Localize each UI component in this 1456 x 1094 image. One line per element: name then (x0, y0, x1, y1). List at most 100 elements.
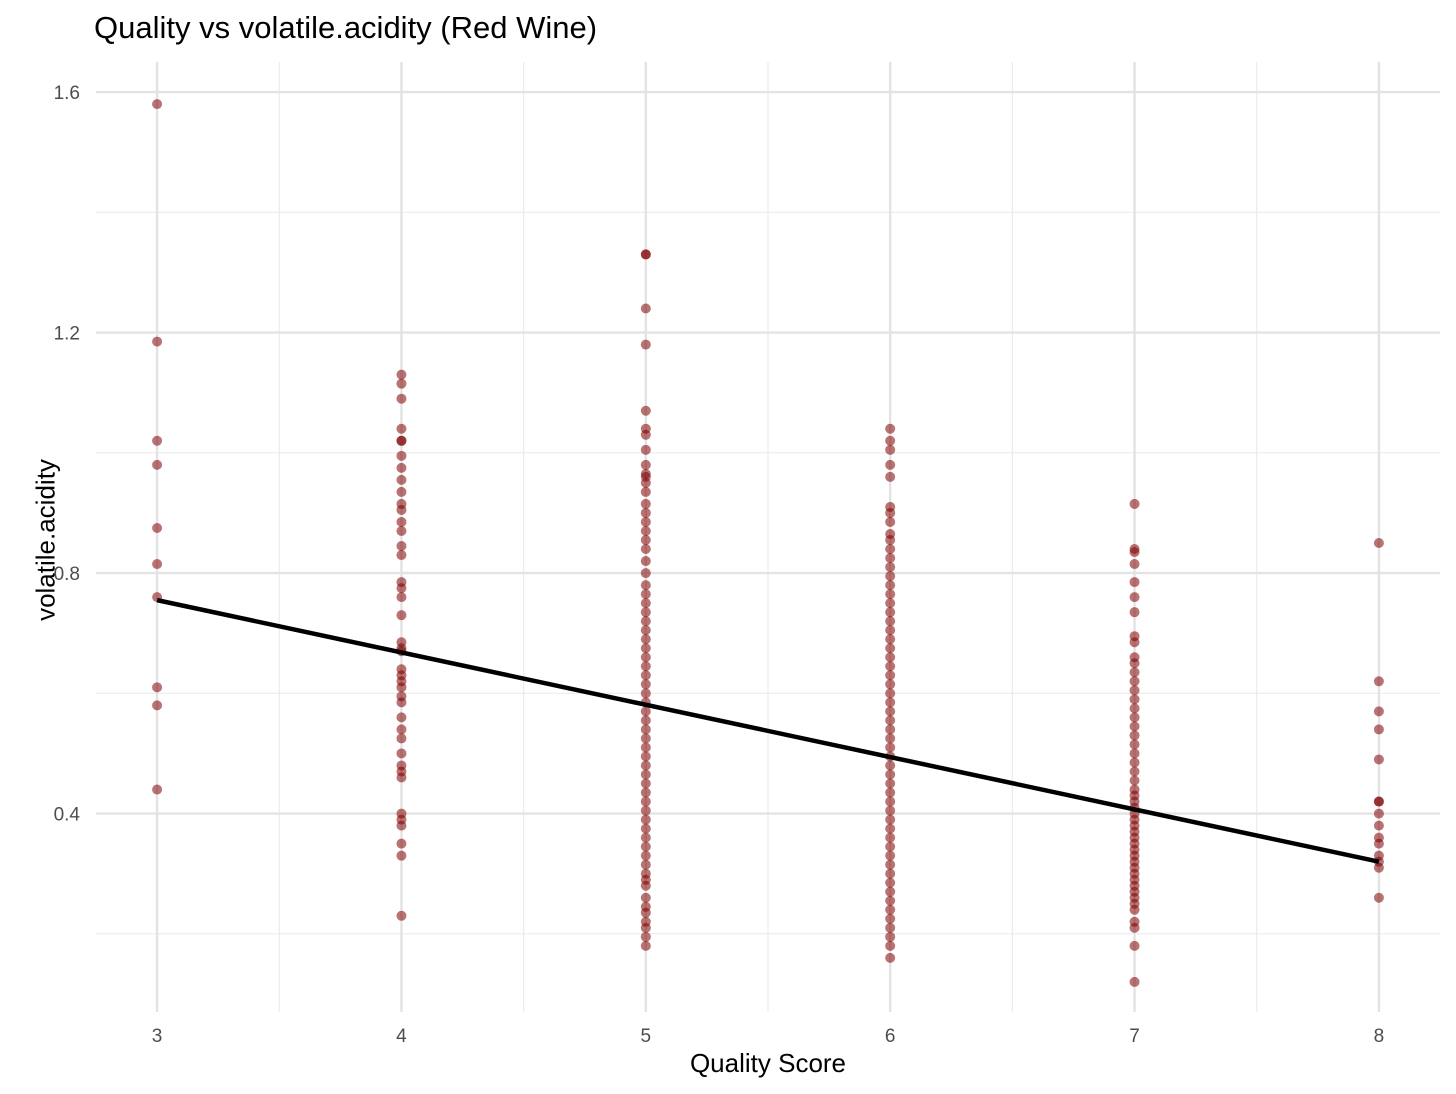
data-point (885, 679, 896, 690)
data-points (152, 99, 1384, 987)
data-point (885, 435, 896, 446)
data-point (885, 553, 896, 564)
data-point (396, 378, 407, 389)
data-point (1129, 592, 1140, 603)
data-point (885, 670, 896, 681)
data-point (885, 625, 896, 636)
data-point (396, 697, 407, 708)
data-point (640, 751, 651, 762)
x-axis-title: Quality Score (689, 1048, 847, 1078)
data-point (1129, 676, 1140, 687)
data-point (1129, 775, 1140, 786)
data-point (396, 820, 407, 831)
data-point (640, 516, 651, 527)
data-point (885, 652, 896, 663)
data-point (885, 823, 896, 834)
x-axis-ticks: 3 4 5 6 7 8 (152, 1026, 1384, 1047)
data-point (640, 459, 651, 470)
data-point (1129, 922, 1140, 933)
data-point (640, 787, 651, 798)
data-point (640, 706, 651, 717)
data-point (885, 607, 896, 618)
data-point (396, 474, 407, 485)
data-point (1373, 754, 1384, 765)
data-point (1129, 703, 1140, 714)
data-point (885, 904, 896, 915)
data-point (640, 535, 651, 546)
data-point (885, 895, 896, 906)
data-point (1129, 904, 1140, 915)
data-point (1129, 498, 1140, 509)
data-point (1129, 766, 1140, 777)
data-point (640, 498, 651, 509)
data-point (885, 841, 896, 852)
data-point (1373, 808, 1384, 819)
data-point (885, 805, 896, 816)
x-tick-label: 4 (396, 1026, 407, 1047)
data-point (640, 778, 651, 789)
data-point (152, 336, 163, 347)
y-axis-title: volatile.acidity (30, 459, 61, 621)
data-point (640, 507, 651, 518)
data-point (885, 787, 896, 798)
data-point (152, 559, 163, 570)
data-point (640, 880, 651, 891)
data-point (1129, 607, 1140, 618)
data-point (640, 832, 651, 843)
data-point (640, 661, 651, 672)
data-point (396, 516, 407, 527)
data-point (1129, 748, 1140, 759)
data-point (396, 838, 407, 849)
y-tick-label: 1.6 (54, 83, 80, 104)
data-point (640, 339, 651, 350)
data-point (396, 733, 407, 744)
data-point (1129, 757, 1140, 768)
data-point (885, 814, 896, 825)
data-point (396, 850, 407, 861)
data-point (396, 486, 407, 497)
data-point (885, 769, 896, 780)
data-point (152, 784, 163, 795)
data-point (885, 661, 896, 672)
data-point (885, 778, 896, 789)
data-point (640, 625, 651, 636)
minor-gridlines (96, 62, 1440, 1012)
data-point (1129, 658, 1140, 669)
data-point (640, 544, 651, 555)
data-point (396, 682, 407, 693)
x-tick-label: 7 (1129, 1026, 1140, 1047)
data-point (396, 550, 407, 561)
data-point (396, 462, 407, 473)
data-point (640, 303, 651, 314)
data-point (640, 724, 651, 735)
data-point (640, 598, 651, 609)
data-point (1129, 685, 1140, 696)
data-point (640, 652, 651, 663)
data-point (885, 913, 896, 924)
data-point (1129, 721, 1140, 732)
data-point (640, 715, 651, 726)
data-point (885, 859, 896, 870)
data-point (885, 643, 896, 654)
data-point (885, 706, 896, 717)
data-point (396, 592, 407, 603)
data-point (640, 931, 651, 942)
data-point (885, 688, 896, 699)
data-point (885, 634, 896, 645)
x-tick-label: 8 (1374, 1026, 1385, 1047)
data-point (640, 556, 651, 567)
data-point (885, 832, 896, 843)
data-point (640, 859, 651, 870)
data-point (396, 748, 407, 759)
data-point (640, 805, 651, 816)
data-point (640, 742, 651, 753)
data-point (640, 814, 651, 825)
x-tick-label: 6 (885, 1026, 896, 1047)
data-point (885, 697, 896, 708)
data-point (885, 850, 896, 861)
data-point (640, 616, 651, 627)
data-point (640, 922, 651, 933)
data-point (885, 589, 896, 600)
x-tick-label: 5 (641, 1026, 652, 1047)
